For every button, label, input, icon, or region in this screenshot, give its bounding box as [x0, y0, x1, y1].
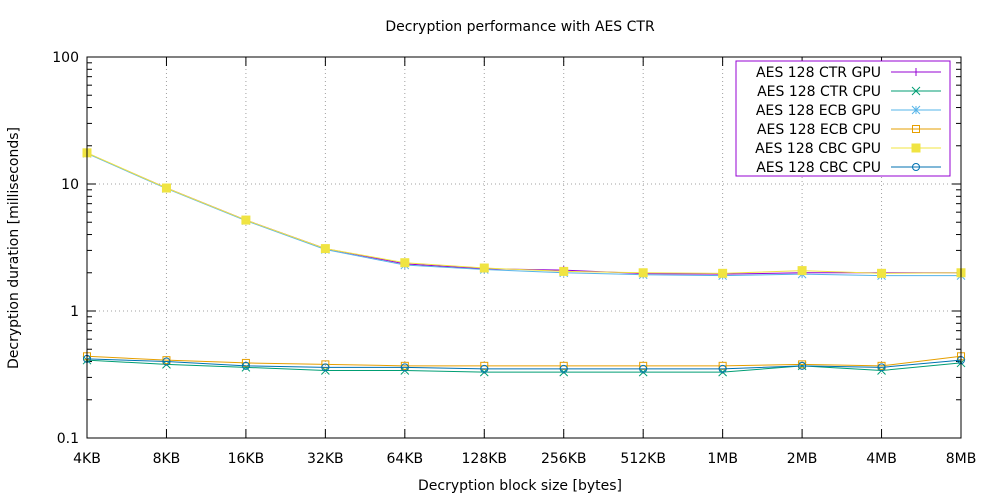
x-tick-label: 8KB [153, 451, 181, 467]
y-tick-label: 100 [52, 50, 79, 66]
series-line [86, 358, 962, 370]
x-axis-ticks: 4KB 8KB 16KB 32KB 64KB 128KB 256KB 512KB 1MB 2MB 4… [73, 57, 976, 467]
legend-item: AES 128 CTR CPU [757, 84, 941, 100]
data-point [320, 244, 330, 254]
chart-title: Decryption performance with AES CTR [385, 19, 655, 35]
legend-marker [912, 68, 920, 76]
data-point [241, 361, 250, 370]
x-tick-label: 8MB [946, 451, 977, 467]
x-tick-label: 2MB [787, 451, 818, 467]
series-line [86, 152, 961, 277]
x-tick-label: 1MB [707, 451, 738, 467]
x-tick-label: 64KB [387, 451, 424, 467]
y-axis-label: Decryption duration [milliseconds] [6, 127, 22, 369]
data-point [559, 364, 568, 373]
data-point [321, 360, 330, 369]
legend-box [735, 60, 951, 177]
legend: AES 128 CTR GPU AES 128 CTR CPU AES 128 EC… [735, 60, 951, 177]
data-point [639, 364, 648, 373]
x-tick-label: 32KB [307, 451, 344, 467]
data-point [559, 266, 569, 276]
data-point [877, 363, 886, 372]
legend-marker [911, 143, 921, 153]
legend-item: AES 128 ECB GPU [756, 103, 941, 119]
data-point [162, 357, 171, 366]
legend-marker [911, 105, 921, 115]
legend-item: AES 128 ECB CPU [757, 122, 941, 138]
legend-item: AES 128 CTR GPU [756, 65, 941, 81]
legend-label: AES 128 CBC CPU [756, 160, 881, 176]
legend-label: AES 128 CTR GPU [756, 65, 881, 81]
x-tick-label: 256KB [541, 451, 587, 467]
y-tick-label: 1 [70, 304, 79, 320]
legend-label: AES 128 CBC GPU [755, 141, 881, 157]
data-point [241, 215, 251, 225]
x-tick-label: 16KB [228, 451, 265, 467]
legend-marker [912, 163, 920, 171]
legend-item: AES 128 CBC CPU [756, 160, 941, 176]
legend-marker [911, 86, 921, 96]
grid [87, 57, 961, 438]
data-point [400, 363, 409, 372]
plot-frame [86, 56, 962, 439]
x-tick-label: 4KB [73, 451, 101, 467]
x-axis-label: Decryption block size [bytes] [418, 478, 622, 494]
legend-marker [912, 125, 920, 133]
data-point [241, 358, 250, 367]
data-point [480, 364, 489, 373]
x-tick-label: 512KB [620, 451, 666, 467]
data-point [241, 362, 251, 372]
series-line [86, 355, 962, 367]
data-point [798, 361, 807, 370]
legend-item: AES 128 CBC GPU [755, 141, 941, 157]
series-6 [83, 354, 965, 373]
legend-label: AES 128 ECB CPU [757, 122, 881, 138]
legend-label: AES 128 ECB GPU [756, 103, 881, 119]
data-point [638, 268, 648, 278]
series-line [86, 152, 962, 274]
data-point [400, 258, 410, 268]
x-tick-label: 128KB [462, 451, 508, 467]
data-point [161, 183, 171, 193]
x-tick-label: 4MB [866, 451, 897, 467]
legend-label: AES 128 CTR CPU [757, 84, 881, 100]
series-group [82, 148, 966, 377]
data-point [479, 263, 489, 273]
y-tick-label: 0.1 [57, 431, 79, 447]
y-tick-label: 10 [61, 177, 79, 193]
data-point [877, 268, 887, 278]
data-point [718, 268, 728, 278]
data-point [718, 364, 727, 373]
data-point [797, 266, 807, 276]
series-line [86, 359, 962, 373]
data-point [321, 363, 330, 372]
